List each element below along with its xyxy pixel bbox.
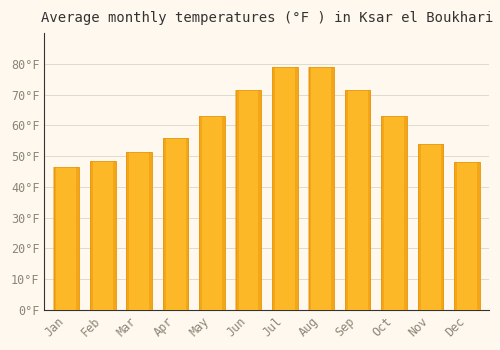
Bar <box>344 90 348 310</box>
Bar <box>236 90 238 310</box>
Bar <box>162 138 166 310</box>
Bar <box>381 116 384 310</box>
Bar <box>149 152 152 310</box>
Bar <box>272 67 275 310</box>
Bar <box>90 161 93 310</box>
Bar <box>90 161 116 310</box>
Bar <box>126 152 129 310</box>
Bar <box>295 67 298 310</box>
Bar <box>382 116 407 310</box>
Bar <box>454 162 457 310</box>
Bar <box>418 144 420 310</box>
Bar <box>368 90 371 310</box>
Bar <box>440 144 444 310</box>
Bar <box>477 162 480 310</box>
Bar <box>186 138 188 310</box>
Bar <box>404 116 407 310</box>
Bar <box>54 167 56 310</box>
Bar <box>345 90 370 310</box>
Bar <box>126 152 152 310</box>
Bar <box>200 116 225 310</box>
Title: Average monthly temperatures (°F ) in Ksar el Boukhari: Average monthly temperatures (°F ) in Ks… <box>40 11 493 25</box>
Bar <box>163 138 188 310</box>
Bar <box>222 116 225 310</box>
Bar <box>308 67 334 310</box>
Bar <box>54 167 79 310</box>
Bar <box>418 144 444 310</box>
Bar <box>76 167 80 310</box>
Bar <box>308 67 312 310</box>
Bar <box>112 161 116 310</box>
Bar <box>199 116 202 310</box>
Bar <box>236 90 261 310</box>
Bar <box>258 90 262 310</box>
Bar <box>454 162 480 310</box>
Bar <box>332 67 334 310</box>
Bar <box>272 67 297 310</box>
